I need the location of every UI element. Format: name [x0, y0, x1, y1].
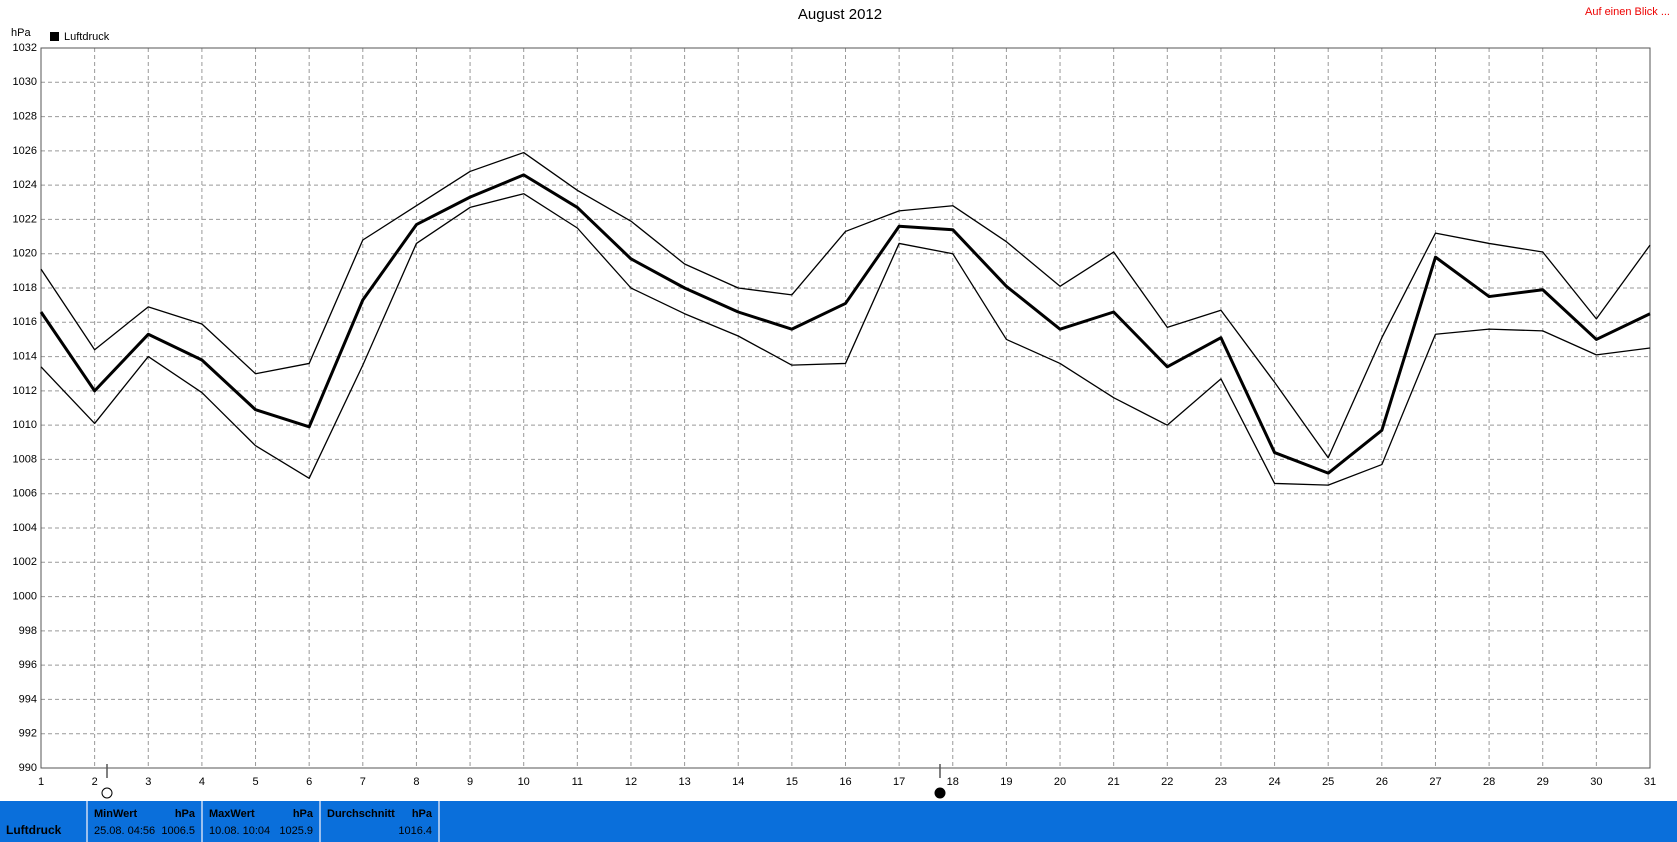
stats-label: Luftdruck	[6, 823, 62, 837]
legend-label: Luftdruck	[64, 31, 110, 43]
x-tick-label: 24	[1268, 776, 1280, 788]
x-tick-label: 3	[145, 776, 151, 788]
x-tick-label: 17	[893, 776, 905, 788]
link[interactable]: Auf einen Blick ...	[1585, 6, 1670, 18]
stats-bar: Luftdruck MinWert hPa 25.08. 04:56 1006.5 Max…	[0, 801, 1677, 842]
x-tick-label: 25	[1322, 776, 1334, 788]
stats-cell: MinWert hPa 25.08. 04:56 1006.5	[88, 801, 203, 842]
stats-value: 1016.4	[398, 825, 432, 837]
y-tick-label: 996	[19, 659, 37, 671]
y-tick-label: 1026	[13, 145, 37, 157]
x-tick-label: 20	[1054, 776, 1066, 788]
chart-title: August 2012	[798, 6, 882, 23]
stats-date: 25.08. 04:56	[94, 825, 156, 837]
y-tick-label: 1008	[13, 453, 37, 465]
moon-icon	[934, 787, 946, 799]
y-tick-label: 1002	[13, 556, 37, 568]
x-tick-label: 18	[947, 776, 959, 788]
y-tick-label: 1016	[13, 316, 37, 328]
stats-title: MinWert	[94, 808, 138, 820]
x-tick-label: 30	[1590, 776, 1602, 788]
y-tick-label: 1030	[13, 76, 37, 88]
plot-frame	[40, 47, 1651, 769]
y-tick-label: 1012	[13, 385, 37, 397]
x-tick-label: 10	[518, 776, 530, 788]
x-tick-label: 21	[1108, 776, 1120, 788]
x-tick-label: 29	[1537, 776, 1549, 788]
y-tick-label: 1024	[13, 179, 37, 191]
y-tick-label: 1028	[13, 110, 37, 122]
x-tick-label: 16	[839, 776, 851, 788]
stats-value: 1025.9	[279, 825, 313, 837]
y-tick-label: 994	[19, 693, 37, 705]
x-tick-label: 9	[467, 776, 473, 788]
line	[40, 193, 1651, 486]
line	[40, 151, 1651, 459]
stats-date: 10.08. 10:04	[209, 825, 271, 837]
x-tick-label: 28	[1483, 776, 1495, 788]
x-tick-label: 19	[1000, 776, 1012, 788]
x-tick-label: 5	[252, 776, 258, 788]
y-tick-label: 1022	[13, 213, 37, 225]
y-tick-label: 1032	[13, 42, 37, 54]
x-tick-label: 31	[1644, 776, 1656, 788]
y-tick-label: 1014	[13, 350, 37, 362]
moon-icon	[101, 787, 113, 799]
y-tick-label: 998	[19, 625, 37, 637]
y-tick-label: 1018	[13, 282, 37, 294]
stats-unit: hPa	[292, 808, 313, 820]
x-tick-label: 23	[1215, 776, 1227, 788]
x-tick-label: 14	[732, 776, 744, 788]
y-tick-label: 1004	[13, 522, 37, 534]
x-tick-label: 27	[1429, 776, 1441, 788]
stats-unit: hPa	[411, 808, 432, 820]
stats-label-cell: Luftdruck	[0, 801, 88, 842]
y-tick-label: 1010	[13, 419, 37, 431]
x-tick-label: 13	[678, 776, 690, 788]
x-tick-label: 7	[360, 776, 366, 788]
stats-title: Durchschnitt	[327, 808, 395, 820]
stats-cell: Durchschnitt hPa 1016.4	[321, 801, 440, 842]
y-tick-label: 1000	[13, 590, 37, 602]
stats-unit: hPa	[174, 808, 195, 820]
x-tick-label: 15	[786, 776, 798, 788]
y-tick-label: 992	[19, 728, 37, 740]
x-tick-label: 12	[625, 776, 637, 788]
x-tick-label: 6	[306, 776, 312, 788]
legend-swatch	[50, 32, 59, 41]
x-tick-label: 26	[1376, 776, 1388, 788]
x-tick-label: 1	[38, 776, 44, 788]
y-tick-label: 1006	[13, 488, 37, 500]
y-axis-label: hPa	[11, 27, 31, 39]
x-tick-label: 22	[1161, 776, 1173, 788]
y-tick-label: 990	[19, 762, 37, 774]
chart: August 2012 Auf einen Blick ... hPa 990 9…	[11, 6, 1670, 799]
x-tick-label: 11	[572, 776, 583, 788]
x-tick-label: 2	[92, 776, 98, 788]
stats-cell: MaxWert hPa 10.08. 10:04 1025.9	[203, 801, 321, 842]
x-tick-label: 8	[413, 776, 419, 788]
stats-value: 1006.5	[161, 825, 195, 837]
stats-title: MaxWert	[209, 808, 255, 820]
y-tick-label: 1020	[13, 248, 37, 260]
x-tick-label: 4	[199, 776, 205, 788]
line	[39, 173, 1651, 475]
